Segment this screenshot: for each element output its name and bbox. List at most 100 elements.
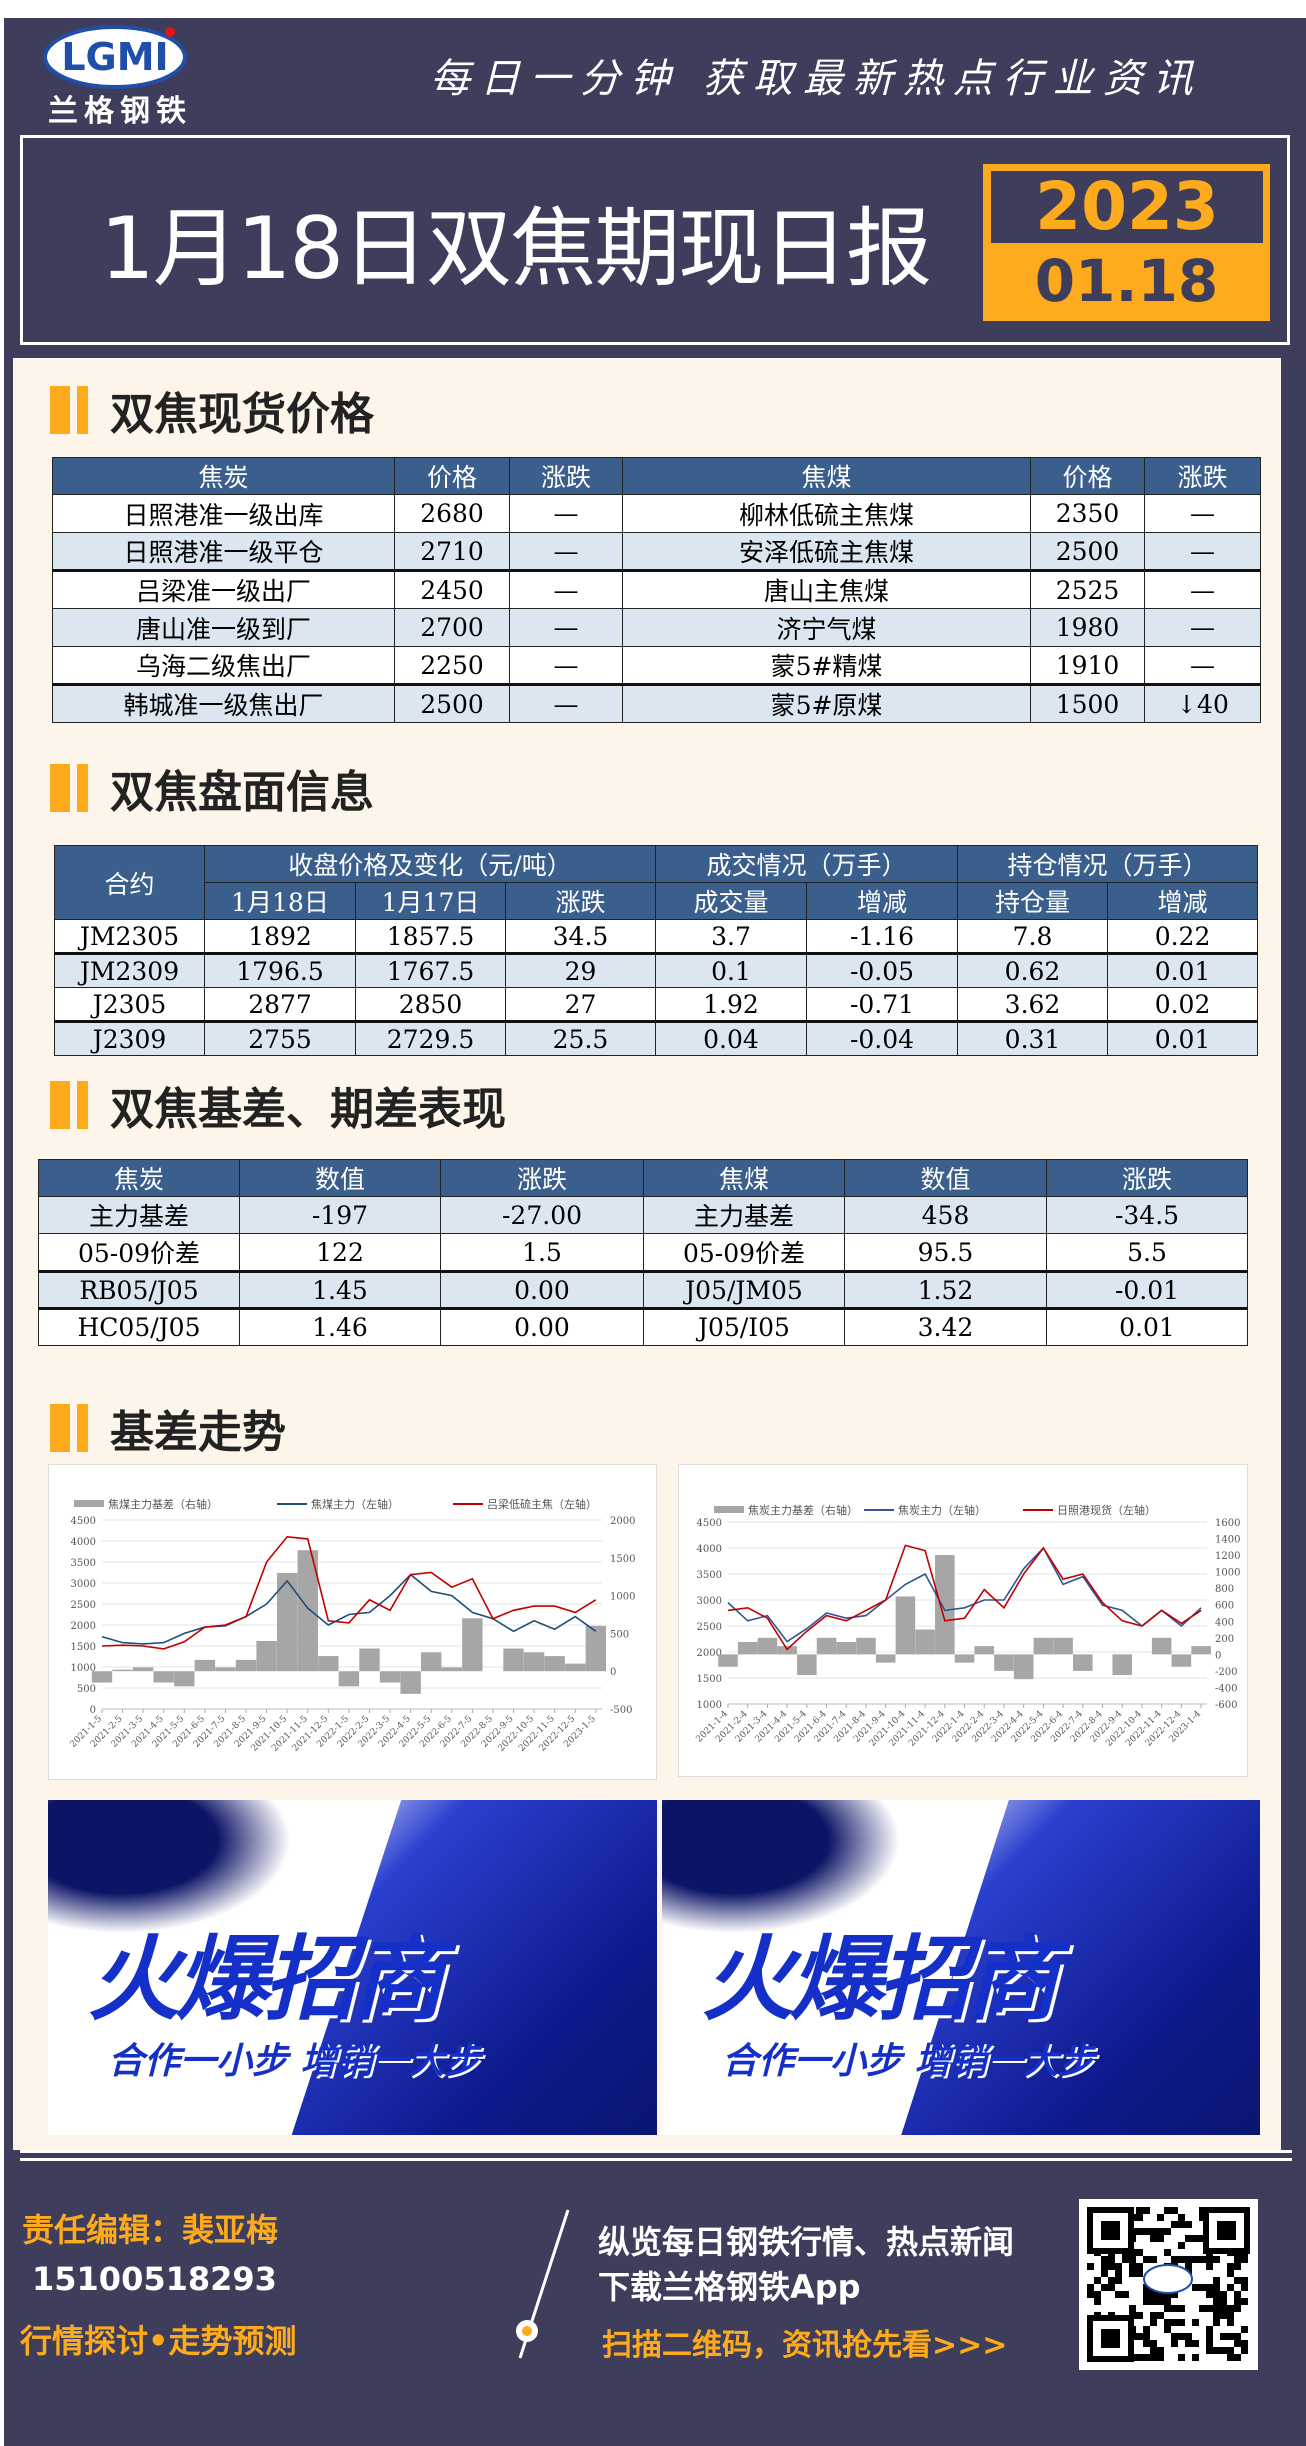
qr-module <box>1129 2263 1136 2270</box>
table-cell: J05/I05 <box>643 1307 845 1346</box>
qr-module <box>1199 2256 1206 2263</box>
left-tick-label: 3000 <box>71 1579 96 1590</box>
promo-banner[interactable]: 火爆招商 合作一小步 增销一大步 <box>48 1800 657 2135</box>
table-cell: JM2305 <box>54 919 205 954</box>
basis-bar <box>153 1671 174 1683</box>
section-title: 双焦基差、期差表现 <box>110 1084 506 1135</box>
basis-bar <box>915 1629 935 1655</box>
table-cell: 3.7 <box>655 919 807 954</box>
right-tick-label: -400 <box>1215 1683 1237 1694</box>
table-cell: 柳林低硫主焦煤 <box>622 494 1031 533</box>
table-cell: -27.00 <box>440 1196 644 1234</box>
header-cell: 涨跌 <box>1144 457 1261 495</box>
qr-module <box>1234 2354 1241 2361</box>
table-cell: 日照港准一级出库 <box>52 494 395 533</box>
qr-module <box>1241 2277 1248 2284</box>
qr-finder <box>1101 2221 1120 2240</box>
table-cell: 济宁气煤 <box>622 608 1031 647</box>
table-cell: — <box>1144 608 1261 647</box>
qr-module <box>1234 2340 1241 2347</box>
right-tick-label: 1400 <box>1215 1535 1240 1546</box>
table-cell: 2500 <box>394 683 510 723</box>
table-cell: 2850 <box>355 987 506 1022</box>
qr-module <box>1143 2291 1150 2298</box>
header-cell: 持仓情况（万手） <box>957 845 1259 883</box>
qr-module <box>1115 2291 1122 2298</box>
qr-module <box>1199 2207 1206 2214</box>
table-cell: 1.45 <box>239 1270 441 1309</box>
header-cell: 成交情况（万手） <box>654 845 959 883</box>
table-cell: 29 <box>505 952 656 988</box>
qr-module <box>1122 2291 1129 2298</box>
qr-module <box>1220 2333 1227 2340</box>
table-row: 日照港准一级平仓 2710— 安泽低硫主焦煤 2500— <box>52 532 1261 571</box>
brand-name: 兰格钢铁 <box>48 94 192 129</box>
qr-code[interactable] <box>1079 2199 1258 2370</box>
year-label: 2023 <box>991 171 1263 243</box>
qr-module <box>1101 2284 1108 2291</box>
qr-module <box>1234 2256 1241 2263</box>
qr-module <box>1150 2235 1157 2242</box>
qr-module <box>1136 2312 1143 2319</box>
table-cell: 1.52 <box>844 1270 1047 1309</box>
legend-label: 焦煤主力基差（右轴） <box>108 1497 218 1511</box>
basis-bar <box>441 1667 463 1672</box>
section-title: 基差走势 <box>110 1407 286 1458</box>
basis-bar <box>318 1656 339 1672</box>
left-tick-label: 4000 <box>71 1537 96 1548</box>
qr-module <box>1192 2319 1199 2326</box>
table-cell: RB05/J05 <box>38 1270 240 1309</box>
lgmi-logo: LGMI <box>40 22 190 92</box>
heading-bar-icon <box>77 386 88 434</box>
qr-module <box>1178 2214 1185 2221</box>
qr-module <box>1178 2305 1185 2312</box>
qr-module <box>1192 2354 1199 2361</box>
heading-bar-icon <box>77 1081 88 1129</box>
promo-banner[interactable]: 火爆招商 合作一小步 增销一大步 <box>662 1800 1260 2135</box>
table-cell: 1.5 <box>440 1233 644 1272</box>
qr-module <box>1206 2347 1213 2354</box>
table-cell: 日照港准一级平仓 <box>52 532 395 571</box>
qr-module <box>1206 2326 1213 2333</box>
table-cell: J2309 <box>54 1020 205 1056</box>
table-cell: -0.71 <box>805 987 959 1022</box>
qr-module <box>1185 2221 1192 2228</box>
basis-bar <box>974 1646 995 1655</box>
table-cell: 唐山准一级到厂 <box>52 608 395 647</box>
qr-module <box>1206 2291 1213 2298</box>
qr-module <box>1241 2298 1248 2305</box>
banner-tagline: 合作一小步 增销一大步 <box>108 2041 481 2082</box>
right-tick-label: 2000 <box>610 1516 635 1527</box>
qr-finder <box>1203 2207 1250 2254</box>
qr-module <box>1234 2277 1241 2284</box>
qr-module <box>1108 2284 1115 2291</box>
qr-module <box>1136 2263 1143 2270</box>
header-cell: 合约 <box>54 845 205 920</box>
table-cell: 2755 <box>204 1020 356 1056</box>
banner-ink-splash <box>48 1800 292 1934</box>
basis-bar <box>359 1648 380 1672</box>
header-cell: 1月17日 <box>355 882 506 920</box>
table-header-row: 焦炭 数值 涨跌 焦煤 数值 涨跌 <box>38 1159 1248 1197</box>
table-cell: 25.5 <box>505 1020 656 1056</box>
section-title: 双焦现货价格 <box>110 389 374 440</box>
qr-module <box>1213 2298 1220 2305</box>
qr-module <box>1241 2340 1248 2347</box>
table-cell: 05-09价差 <box>38 1233 240 1272</box>
right-tick-label: 1500 <box>610 1554 635 1565</box>
table-cell: 3.62 <box>957 987 1109 1022</box>
basis-bar <box>91 1671 113 1683</box>
table-cell: 1767.5 <box>355 952 506 988</box>
header-cell: 价格 <box>394 457 510 495</box>
basis-bar <box>737 1641 758 1655</box>
qr-cta[interactable]: 扫描二维码，资讯抢先看>>> <box>602 2328 1008 2363</box>
qr-module <box>1178 2256 1185 2263</box>
heading-bar-icon <box>77 764 88 812</box>
header-cell: 收盘价格及变化（元/吨） <box>204 845 656 883</box>
coking-coal-basis-chart: 0 500 1000 1500 2000 2500 3000 3500 4000 4500 -500… <box>48 1464 657 1780</box>
date-badge: 2023 01.18 <box>983 164 1270 321</box>
table-cell: 0.1 <box>655 952 807 988</box>
qr-module <box>1150 2347 1157 2354</box>
legend-label: 焦炭主力基差（右轴） <box>748 1503 858 1517</box>
qr-module <box>1108 2277 1115 2284</box>
